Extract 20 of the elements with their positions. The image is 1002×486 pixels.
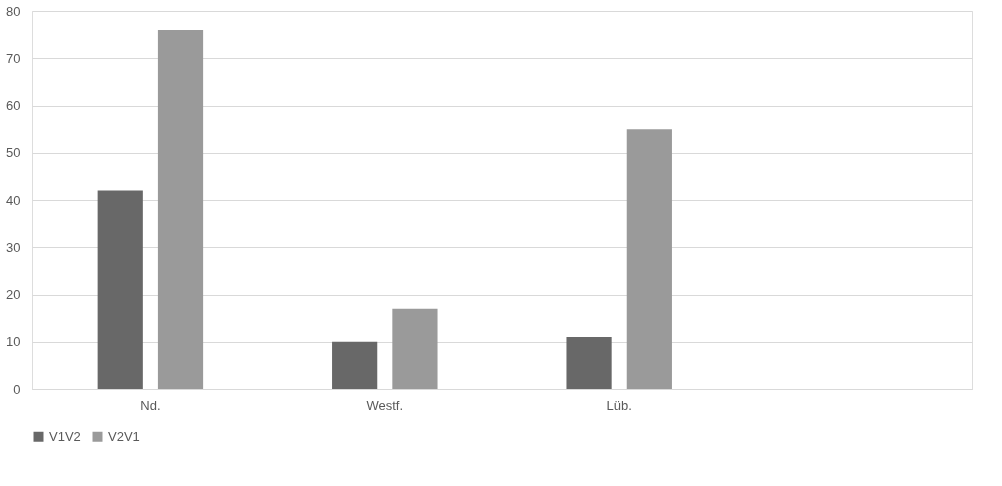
bar — [157, 29, 204, 389]
legend-label: V2V1 — [108, 428, 140, 444]
x-tick-label: Westf. — [366, 397, 404, 413]
y-tick-label: 80 — [6, 3, 21, 19]
bar — [332, 341, 378, 389]
y-tick-label: 20 — [6, 287, 21, 302]
y-tick-label: 50 — [6, 145, 21, 161]
bar — [392, 308, 438, 389]
bar — [626, 129, 672, 389]
y-tick-label: 10 — [6, 334, 21, 350]
bar — [97, 190, 143, 389]
bar — [566, 337, 612, 389]
y-tick-label: 0 — [13, 381, 21, 397]
x-tick-label: Nd. — [140, 397, 161, 413]
legend-label: V1V2 — [49, 428, 81, 444]
y-tick-label: 70 — [6, 50, 21, 66]
x-tick-label: Lüb. — [606, 397, 632, 413]
y-tick-label: 30 — [6, 239, 21, 255]
y-tick-label: 60 — [6, 98, 21, 113]
y-tick-label: 40 — [6, 192, 21, 208]
